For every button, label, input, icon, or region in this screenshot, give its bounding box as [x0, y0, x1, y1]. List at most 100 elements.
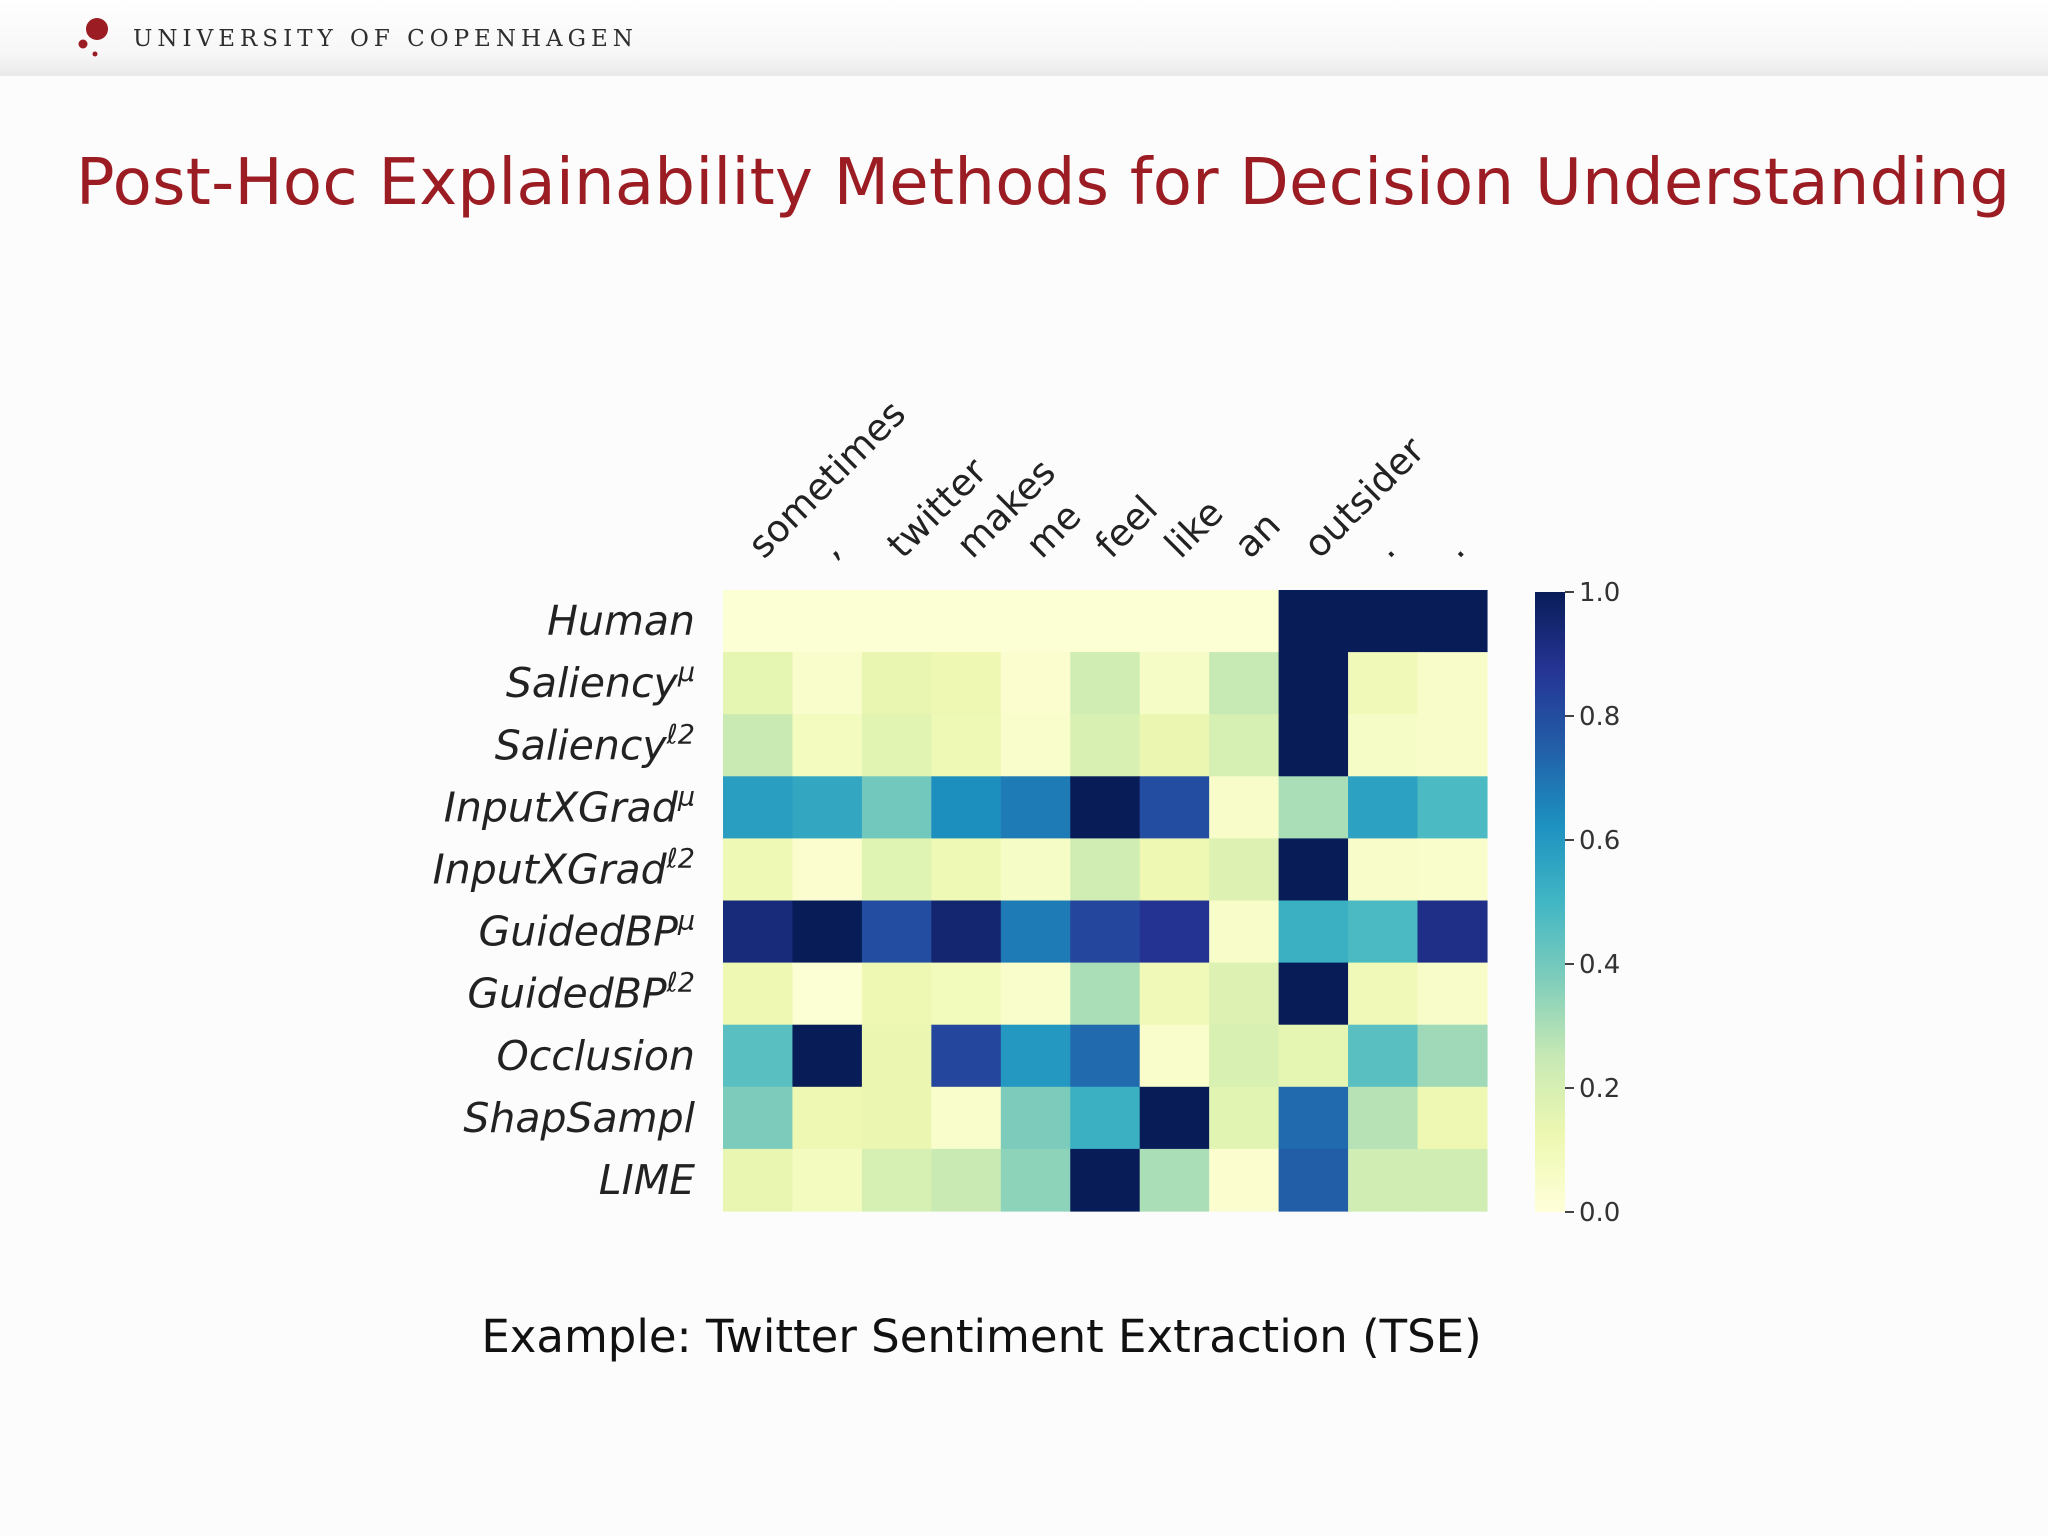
heatmap-cell — [1070, 900, 1141, 964]
row-label: GuidedBPμ — [479, 906, 695, 956]
row-label: Occlusion — [496, 1032, 695, 1080]
heatmap-cell — [1417, 1024, 1488, 1088]
heatmap-cell — [792, 714, 863, 777]
row-label: InputXGradμ — [444, 781, 695, 831]
heatmap-cell — [1139, 1148, 1210, 1212]
heatmap-cell — [723, 1024, 794, 1088]
slide-caption: Example: Twitter Sentiment Extraction (T… — [481, 1310, 1482, 1363]
heatmap-cell — [723, 900, 794, 964]
heatmap-cell — [1000, 900, 1071, 964]
colorbar-tick-label: 0.0 — [1579, 1198, 1620, 1228]
heatmap-cell — [1348, 714, 1419, 777]
header-bar: UNIVERSITY OF COPENHAGEN — [0, 0, 2048, 76]
heatmap-cell — [1139, 714, 1210, 777]
heatmap-cell — [1348, 962, 1419, 1026]
heatmap-cell — [861, 900, 932, 964]
heatmap-cell — [1348, 838, 1419, 902]
heatmap-cell — [1417, 1148, 1488, 1212]
heatmap-cell — [1417, 652, 1488, 715]
heatmap-cell — [861, 714, 932, 777]
heatmap-cell — [1070, 776, 1141, 839]
heatmap-cell — [1278, 900, 1349, 964]
heatmap-cell — [1278, 652, 1349, 715]
heatmap-cell — [1209, 590, 1280, 653]
heatmap-cell — [1417, 838, 1488, 902]
heatmap-cell — [792, 776, 863, 839]
heatmap-cell — [723, 714, 794, 777]
heatmap-cell — [1348, 776, 1419, 839]
heatmap-cell — [1209, 652, 1280, 715]
colorbar-tick-label: 0.2 — [1579, 1074, 1620, 1104]
heatmap-cell — [1209, 714, 1280, 777]
heatmap-cell — [1070, 962, 1141, 1026]
heatmap-cell — [792, 838, 863, 902]
university-seal-dots-icon — [78, 18, 108, 57]
row-label: GuidedBPℓ2 — [467, 968, 695, 1018]
heatmap-cell — [1070, 652, 1141, 715]
heatmap-cell — [1278, 714, 1349, 777]
heatmap-cell — [723, 962, 794, 1026]
heatmap-cell — [1139, 900, 1210, 964]
heatmap-cell — [1000, 838, 1071, 902]
university-name: UNIVERSITY OF COPENHAGEN — [133, 26, 638, 52]
row-label: Saliencyℓ2 — [495, 719, 695, 769]
heatmap-cell — [1000, 714, 1071, 777]
heatmap-cell — [861, 652, 932, 715]
heatmap-cell — [1278, 590, 1349, 653]
column-token-label: like — [1156, 491, 1231, 566]
heatmap-cell — [1139, 776, 1210, 839]
heatmap-cell — [1070, 1148, 1141, 1212]
heatmap-cell — [1209, 962, 1280, 1026]
row-label: Saliencyμ — [506, 657, 695, 707]
heatmap-cell — [723, 1086, 794, 1150]
heatmap-cell — [1278, 962, 1349, 1026]
column-token-label: feel — [1087, 487, 1166, 566]
heatmap-cell — [861, 838, 932, 902]
heatmap-cell — [931, 1148, 1002, 1212]
heatmap-cell — [1000, 652, 1071, 715]
heatmap-cell — [792, 900, 863, 964]
heatmap-cell — [1417, 590, 1488, 653]
heatmap-cell — [1417, 962, 1488, 1026]
column-token-label: outsider — [1295, 428, 1433, 566]
heatmap-cell — [1000, 1148, 1071, 1212]
heatmap-cell — [1209, 1024, 1280, 1088]
heatmap-cell — [1070, 838, 1141, 902]
heatmap-cell — [1278, 1024, 1349, 1088]
column-token-label: . — [1365, 528, 1404, 567]
heatmap-cell — [1139, 590, 1210, 653]
heatmap-cell — [1278, 838, 1349, 902]
heatmap-cell — [1000, 1086, 1071, 1150]
heatmap-cell — [1000, 962, 1071, 1026]
heatmap-cell — [723, 590, 794, 653]
heatmap-cell — [792, 1148, 863, 1212]
heatmap-cell — [1209, 838, 1280, 902]
column-token-label: . — [1434, 528, 1473, 567]
heatmap-cell — [1417, 1086, 1488, 1150]
heatmap-cell — [861, 962, 932, 1026]
column-token-label: an — [1226, 503, 1289, 566]
heatmap-cell — [1139, 1086, 1210, 1150]
heatmap-cell — [1417, 714, 1488, 777]
heatmap-cell — [1209, 1086, 1280, 1150]
heatmap-cell — [723, 776, 794, 839]
heatmap-cell — [931, 900, 1002, 964]
heatmap-cell — [1278, 776, 1349, 839]
heatmap-cell — [1070, 590, 1141, 653]
heatmap-cell — [1209, 776, 1280, 839]
heatmap-cell — [723, 1148, 794, 1212]
heatmap-cell — [792, 652, 863, 715]
column-token-label: , — [809, 528, 848, 567]
row-label: InputXGradℓ2 — [433, 843, 695, 893]
heatmap-cell — [931, 1086, 1002, 1150]
heatmap-cell — [861, 1148, 932, 1212]
heatmap-cell — [1139, 838, 1210, 902]
heatmap-cell — [1278, 1086, 1349, 1150]
heatmap-cell — [723, 838, 794, 902]
heatmap-cell — [1000, 590, 1071, 653]
colorbar-tick-label: 0.6 — [1579, 826, 1620, 856]
heatmap-cell — [1417, 776, 1488, 839]
colorbar-tick-label: 0.8 — [1579, 702, 1620, 732]
heatmap-cell — [792, 1086, 863, 1150]
heatmap-cell — [1070, 1086, 1141, 1150]
